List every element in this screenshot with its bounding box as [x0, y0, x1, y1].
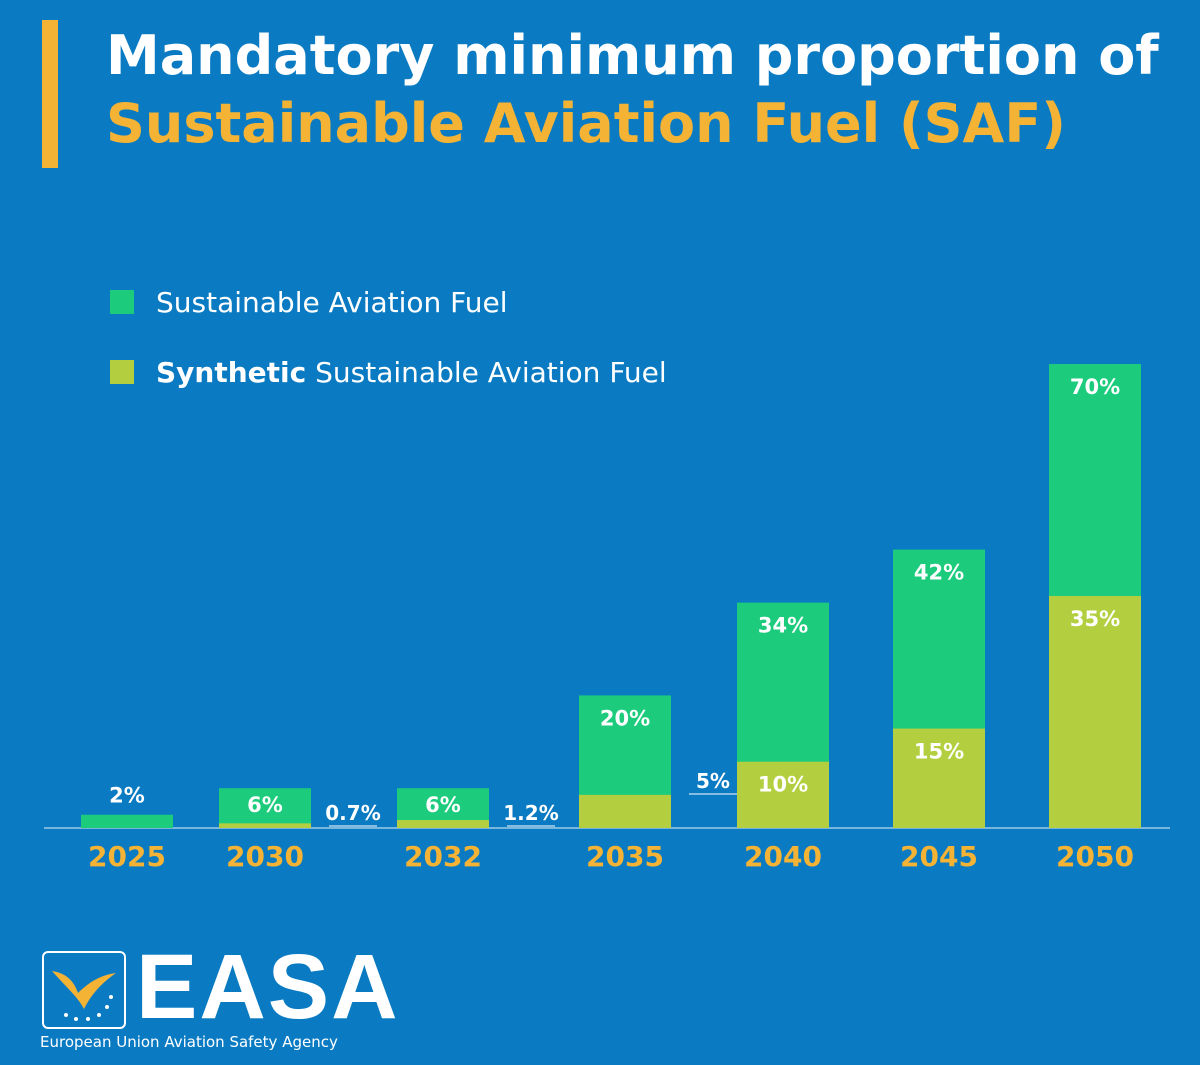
- data-label-synthetic-2035: 5%: [696, 769, 730, 793]
- bar-synthetic-2045: [893, 728, 985, 828]
- bar-saf-2030: [219, 788, 311, 828]
- legend-label-1: Sustainable Aviation Fuel: [156, 286, 508, 319]
- data-label-synthetic-2040: 10%: [758, 773, 808, 797]
- title-line-2: Sustainable Aviation Fuel (SAF): [106, 92, 1066, 155]
- data-label-synthetic-2045: 15%: [914, 740, 964, 764]
- bar-synthetic-2035: [579, 794, 671, 828]
- x-tick-label-2045: 2045: [900, 840, 978, 873]
- data-label-saf-2040: 34%: [758, 614, 808, 638]
- data-label-saf-2032: 6%: [425, 793, 461, 817]
- legend-swatch-2: [110, 360, 134, 384]
- x-tick-label-2032: 2032: [404, 840, 482, 873]
- x-tick-label-2025: 2025: [88, 840, 166, 873]
- x-tick-label-2050: 2050: [1056, 840, 1134, 873]
- x-tick-label-2035: 2035: [586, 840, 664, 873]
- title-line-1: Mandatory minimum proportion of: [106, 24, 1159, 87]
- bar-synthetic-2050: [1049, 596, 1141, 828]
- data-label-saf-2035: 20%: [600, 706, 650, 730]
- data-label-synthetic-2050: 35%: [1070, 607, 1120, 631]
- data-label-saf-2025: 2%: [109, 784, 145, 808]
- easa-wordmark: EASA: [136, 936, 400, 1038]
- bird-icon: [52, 971, 116, 1021]
- page-title: Mandatory minimum proportion of Sustaina…: [106, 22, 1186, 158]
- data-label-synthetic-2032: 1.2%: [503, 801, 558, 825]
- data-label-saf-2045: 42%: [914, 561, 964, 585]
- legend-swatch-1: [110, 290, 134, 314]
- legend-label-2: Synthetic Sustainable Aviation Fuel: [156, 356, 667, 389]
- data-label-saf-2030: 6%: [247, 793, 283, 817]
- data-label-saf-2050: 70%: [1070, 375, 1120, 399]
- easa-agency-name: European Union Aviation Safety Agency: [40, 1033, 338, 1051]
- easa-bird-emblem: [42, 951, 126, 1029]
- bar-synthetic-2032: [397, 820, 489, 828]
- data-label-synthetic-2030: 0.7%: [325, 801, 380, 825]
- x-tick-label-2030: 2030: [226, 840, 304, 873]
- x-tick-label-2040: 2040: [744, 840, 822, 873]
- bar-saf-2025: [81, 814, 173, 828]
- title-accent-bar: [42, 20, 58, 168]
- easa-logo: EASA European Union Aviation Safety Agen…: [40, 939, 400, 1055]
- bar-synthetic-2030: [219, 823, 311, 828]
- bar-synthetic-2040: [737, 761, 829, 828]
